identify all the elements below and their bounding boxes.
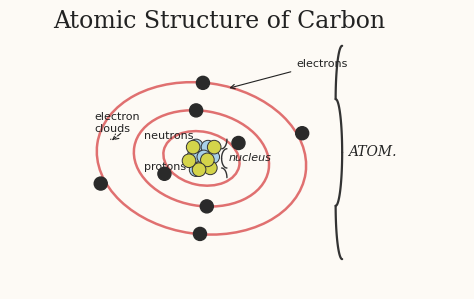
Circle shape bbox=[94, 177, 107, 190]
Circle shape bbox=[158, 167, 171, 180]
Circle shape bbox=[186, 140, 200, 154]
Circle shape bbox=[190, 104, 203, 117]
Text: neutrons: neutrons bbox=[144, 131, 196, 150]
Circle shape bbox=[208, 140, 221, 154]
Circle shape bbox=[201, 200, 213, 213]
Circle shape bbox=[192, 163, 206, 176]
Circle shape bbox=[197, 150, 210, 164]
Text: protons: protons bbox=[144, 162, 199, 172]
Circle shape bbox=[206, 150, 219, 164]
Circle shape bbox=[201, 140, 215, 154]
Circle shape bbox=[296, 127, 309, 140]
Text: electron
clouds: electron clouds bbox=[95, 112, 140, 140]
Circle shape bbox=[203, 161, 217, 175]
Text: Atomic Structure of Carbon: Atomic Structure of Carbon bbox=[53, 10, 385, 33]
Circle shape bbox=[182, 154, 196, 167]
Circle shape bbox=[189, 163, 203, 176]
Text: nucleus: nucleus bbox=[229, 153, 272, 163]
Text: ATOM.: ATOM. bbox=[348, 145, 397, 159]
Circle shape bbox=[187, 149, 201, 163]
Circle shape bbox=[201, 153, 214, 167]
Text: electrons: electrons bbox=[230, 59, 347, 89]
Circle shape bbox=[196, 76, 210, 89]
Circle shape bbox=[193, 228, 207, 240]
Circle shape bbox=[189, 139, 203, 153]
Circle shape bbox=[232, 136, 245, 150]
